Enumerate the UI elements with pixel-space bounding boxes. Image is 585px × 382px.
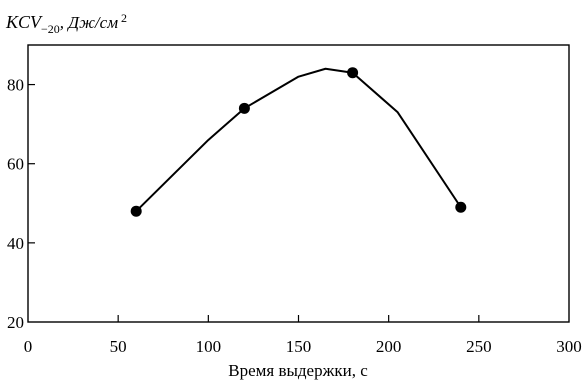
data-point (455, 201, 467, 213)
plot-frame (27, 44, 570, 323)
x-tick-label: 150 (286, 337, 312, 356)
x-tick-label: 300 (556, 337, 582, 356)
y-axis-title-superscript: 2 (121, 11, 127, 25)
series-line (135, 67, 462, 212)
ticks (28, 83, 480, 322)
x-tick-label: 0 (24, 337, 33, 356)
series (130, 67, 467, 217)
y-axis-title-main: KCV (5, 12, 43, 32)
x-tick-label: 250 (466, 337, 492, 356)
x-tick-label: 200 (376, 337, 402, 356)
y-tick-label: 60 (7, 155, 24, 174)
y-tick-label: 80 (7, 76, 24, 95)
y-axis-title: KCV−20, Дж/см 2 (5, 11, 127, 36)
x-tick-label: 50 (110, 337, 127, 356)
y-tick-label: 40 (7, 234, 24, 253)
y-axis-title-subscript: −20 (41, 22, 60, 36)
x-axis-title: Время выдержки, с (228, 361, 368, 380)
y-axis-title-unit: , Дж/см (60, 13, 118, 32)
data-point (238, 102, 250, 114)
tick-labels: 0 50 100 150 200 250 300 20 40 60 80 (7, 76, 582, 356)
x-tick-label: 100 (196, 337, 222, 356)
y-tick-label: 20 (7, 313, 24, 332)
data-point (347, 67, 359, 79)
data-point (130, 205, 142, 217)
